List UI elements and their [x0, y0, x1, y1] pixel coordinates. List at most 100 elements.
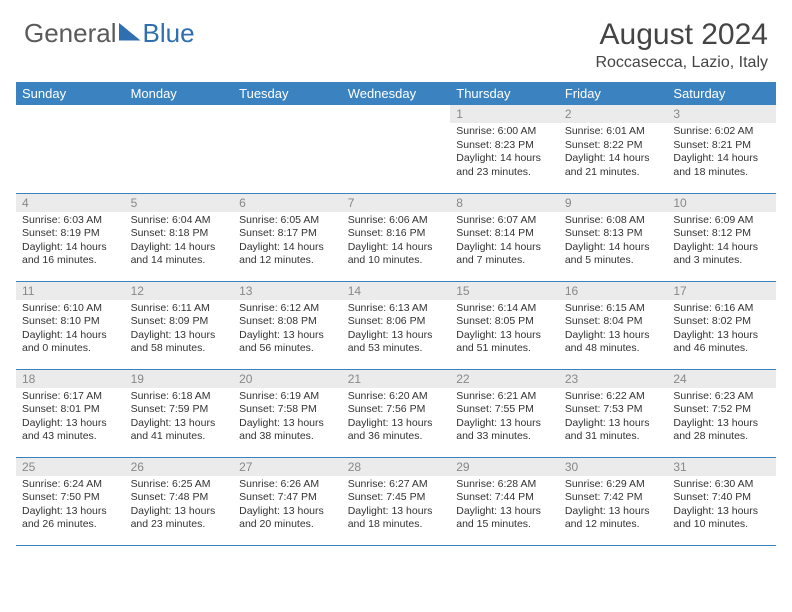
calendar-day-cell: 15Sunrise: 6:14 AMSunset: 8:05 PMDayligh… — [450, 281, 559, 369]
sunset-text: Sunset: 8:02 PM — [673, 315, 770, 329]
daylight-text: Daylight: 14 hours and 14 minutes. — [131, 241, 228, 268]
day-number: 7 — [342, 194, 451, 212]
day-number: 12 — [125, 282, 234, 300]
sunrise-text: Sunrise: 6:30 AM — [673, 478, 770, 492]
calendar-day-cell — [342, 105, 451, 193]
calendar-day-cell: 17Sunrise: 6:16 AMSunset: 8:02 PMDayligh… — [667, 281, 776, 369]
calendar-day-cell: 13Sunrise: 6:12 AMSunset: 8:08 PMDayligh… — [233, 281, 342, 369]
daylight-text: Daylight: 13 hours and 15 minutes. — [456, 505, 553, 532]
day-number: 4 — [16, 194, 125, 212]
daylight-text: Daylight: 13 hours and 51 minutes. — [456, 329, 553, 356]
sunset-text: Sunset: 7:58 PM — [239, 403, 336, 417]
sunset-text: Sunset: 8:12 PM — [673, 227, 770, 241]
day-info: Sunrise: 6:25 AMSunset: 7:48 PMDaylight:… — [125, 476, 234, 537]
daylight-text: Daylight: 14 hours and 10 minutes. — [348, 241, 445, 268]
calendar-day-cell — [233, 105, 342, 193]
header: General Blue August 2024 Roccasecca, Laz… — [0, 0, 792, 82]
sunset-text: Sunset: 8:06 PM — [348, 315, 445, 329]
daylight-text: Daylight: 13 hours and 10 minutes. — [673, 505, 770, 532]
day-info: Sunrise: 6:20 AMSunset: 7:56 PMDaylight:… — [342, 388, 451, 449]
day-number — [125, 105, 234, 123]
day-info: Sunrise: 6:19 AMSunset: 7:58 PMDaylight:… — [233, 388, 342, 449]
day-number: 27 — [233, 458, 342, 476]
sunset-text: Sunset: 8:04 PM — [565, 315, 662, 329]
day-info: Sunrise: 6:16 AMSunset: 8:02 PMDaylight:… — [667, 300, 776, 361]
logo-text-1: General — [24, 18, 117, 49]
day-number: 30 — [559, 458, 668, 476]
calendar-day-cell: 2Sunrise: 6:01 AMSunset: 8:22 PMDaylight… — [559, 105, 668, 193]
calendar-day-cell: 21Sunrise: 6:20 AMSunset: 7:56 PMDayligh… — [342, 369, 451, 457]
day-number: 24 — [667, 370, 776, 388]
calendar-day-cell: 28Sunrise: 6:27 AMSunset: 7:45 PMDayligh… — [342, 457, 451, 545]
day-number: 21 — [342, 370, 451, 388]
sunset-text: Sunset: 7:40 PM — [673, 491, 770, 505]
day-info: Sunrise: 6:00 AMSunset: 8:23 PMDaylight:… — [450, 123, 559, 184]
sunrise-text: Sunrise: 6:25 AM — [131, 478, 228, 492]
daylight-text: Daylight: 13 hours and 33 minutes. — [456, 417, 553, 444]
calendar-day-cell: 16Sunrise: 6:15 AMSunset: 8:04 PMDayligh… — [559, 281, 668, 369]
day-number — [342, 105, 451, 123]
sunset-text: Sunset: 7:55 PM — [456, 403, 553, 417]
sunrise-text: Sunrise: 6:03 AM — [22, 214, 119, 228]
sunset-text: Sunset: 8:22 PM — [565, 139, 662, 153]
sunset-text: Sunset: 8:21 PM — [673, 139, 770, 153]
day-info: Sunrise: 6:28 AMSunset: 7:44 PMDaylight:… — [450, 476, 559, 537]
day-number: 26 — [125, 458, 234, 476]
calendar-week-row: 18Sunrise: 6:17 AMSunset: 8:01 PMDayligh… — [16, 369, 776, 457]
day-number: 10 — [667, 194, 776, 212]
daylight-text: Daylight: 13 hours and 58 minutes. — [131, 329, 228, 356]
sunset-text: Sunset: 8:14 PM — [456, 227, 553, 241]
day-info: Sunrise: 6:27 AMSunset: 7:45 PMDaylight:… — [342, 476, 451, 537]
daylight-text: Daylight: 13 hours and 18 minutes. — [348, 505, 445, 532]
day-info: Sunrise: 6:21 AMSunset: 7:55 PMDaylight:… — [450, 388, 559, 449]
calendar-table: SundayMondayTuesdayWednesdayThursdayFrid… — [16, 82, 776, 546]
sunrise-text: Sunrise: 6:14 AM — [456, 302, 553, 316]
daylight-text: Daylight: 14 hours and 3 minutes. — [673, 241, 770, 268]
sunrise-text: Sunrise: 6:29 AM — [565, 478, 662, 492]
day-number: 20 — [233, 370, 342, 388]
weekday-header: Thursday — [450, 82, 559, 105]
sunrise-text: Sunrise: 6:11 AM — [131, 302, 228, 316]
day-number: 22 — [450, 370, 559, 388]
day-number: 5 — [125, 194, 234, 212]
daylight-text: Daylight: 13 hours and 20 minutes. — [239, 505, 336, 532]
sunset-text: Sunset: 7:52 PM — [673, 403, 770, 417]
calendar-day-cell: 10Sunrise: 6:09 AMSunset: 8:12 PMDayligh… — [667, 193, 776, 281]
day-number: 11 — [16, 282, 125, 300]
day-info: Sunrise: 6:10 AMSunset: 8:10 PMDaylight:… — [16, 300, 125, 361]
calendar-day-cell: 4Sunrise: 6:03 AMSunset: 8:19 PMDaylight… — [16, 193, 125, 281]
sunrise-text: Sunrise: 6:21 AM — [456, 390, 553, 404]
calendar-day-cell: 30Sunrise: 6:29 AMSunset: 7:42 PMDayligh… — [559, 457, 668, 545]
sunrise-text: Sunrise: 6:26 AM — [239, 478, 336, 492]
sunset-text: Sunset: 8:19 PM — [22, 227, 119, 241]
calendar-week-row: 4 Sunrise: 6:03 AMSunset: 8:19 PM Daylight… — [16, 193, 776, 281]
daylight-text: Daylight: 13 hours and 46 minutes. — [673, 329, 770, 356]
day-number — [16, 105, 125, 123]
sunrise-text: Sunrise: 6:08 AM — [565, 214, 662, 228]
sunrise-text: Sunrise: 6:05 AM — [239, 214, 336, 228]
calendar-day-cell: 22Sunrise: 6:21 AMSunset: 7:55 PMDayligh… — [450, 369, 559, 457]
sunrise-text: Sunrise: 6:27 AM — [348, 478, 445, 492]
weekday-header: Saturday — [667, 82, 776, 105]
sunrise-text: Sunrise: 6:00 AM — [456, 125, 553, 139]
sunrise-text: Sunrise: 6:28 AM — [456, 478, 553, 492]
sunrise-text: Sunrise: 6:22 AM — [565, 390, 662, 404]
day-info: Sunrise: 6:05 AMSunset: 8:17 PMDaylight:… — [233, 212, 342, 273]
sunset-text: Sunset: 7:45 PM — [348, 491, 445, 505]
day-number: 1 — [450, 105, 559, 123]
calendar-body: 1Sunrise: 6:00 AMSunset: 8:23 PMDaylight… — [16, 105, 776, 545]
weekday-header: Friday — [559, 82, 668, 105]
day-info: Sunrise: 6:02 AMSunset: 8:21 PMDaylight:… — [667, 123, 776, 184]
calendar-day-cell: 7Sunrise: 6:06 AMSunset: 8:16 PMDaylight… — [342, 193, 451, 281]
calendar-day-cell: 18Sunrise: 6:17 AMSunset: 8:01 PMDayligh… — [16, 369, 125, 457]
day-info: Sunrise: 6:18 AMSunset: 7:59 PMDaylight:… — [125, 388, 234, 449]
sunset-text: Sunset: 8:10 PM — [22, 315, 119, 329]
day-info: Sunrise: 6:08 AMSunset: 8:13 PMDaylight:… — [559, 212, 668, 273]
sunrise-text: Sunrise: 6:02 AM — [673, 125, 770, 139]
daylight-text: Daylight: 13 hours and 38 minutes. — [239, 417, 336, 444]
weekday-header: Sunday — [16, 82, 125, 105]
day-number: 8 — [450, 194, 559, 212]
sunrise-text: Sunrise: 6:16 AM — [673, 302, 770, 316]
sunrise-text: Sunrise: 6:07 AM — [456, 214, 553, 228]
sunset-text: Sunset: 7:59 PM — [131, 403, 228, 417]
